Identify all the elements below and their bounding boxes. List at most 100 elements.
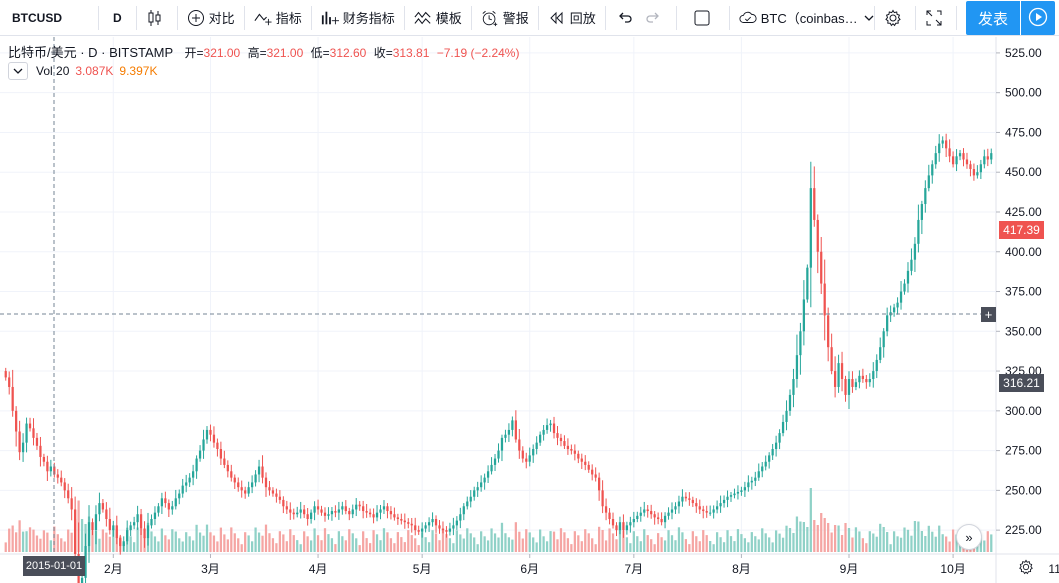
- volume-bar: [282, 534, 285, 552]
- volume-bar: [244, 532, 247, 552]
- legend-change: −7.19 (−2.24%): [436, 46, 520, 60]
- volume-bar: [695, 536, 698, 552]
- volume-bar: [316, 535, 320, 552]
- legend-close-label: 收=: [373, 46, 393, 60]
- symbol-search-button[interactable]: BTCUSD: [0, 0, 96, 36]
- candle-body: [764, 461, 767, 467]
- volume-bar: [296, 540, 299, 552]
- volume-bar: [722, 542, 726, 552]
- candle-body: [684, 496, 688, 499]
- candle-body: [934, 153, 937, 165]
- volume-bar: [403, 542, 406, 552]
- volume-bar: [545, 541, 549, 552]
- candle-body: [122, 541, 125, 547]
- fullscreen-button[interactable]: [918, 0, 954, 36]
- redo-button[interactable]: [642, 0, 674, 36]
- volume-bar: [223, 534, 226, 552]
- interval-button[interactable]: D: [101, 0, 134, 36]
- volume-bar: [309, 540, 313, 552]
- candle-body: [240, 487, 243, 491]
- scroll-to-realtime-button[interactable]: »: [956, 524, 982, 550]
- time-tick-label: 11月: [1048, 562, 1059, 576]
- compare-button[interactable]: 对比: [180, 0, 242, 36]
- exchange-select[interactable]: BTC（coinbas…: [732, 0, 874, 36]
- legend-collapse-button[interactable]: [8, 62, 28, 80]
- candle-body: [806, 267, 809, 300]
- volume-bar: [740, 534, 743, 552]
- volume-bar: [927, 525, 930, 552]
- publish-button[interactable]: 发表: [966, 1, 1020, 35]
- alert-button[interactable]: 警报: [474, 0, 536, 36]
- chart-settings-button[interactable]: [1016, 558, 1036, 578]
- chart-style-button[interactable]: [139, 0, 175, 36]
- candle-body: [598, 477, 601, 491]
- volume-bar: [598, 526, 601, 552]
- candle-body: [164, 498, 167, 504]
- volume-bar: [677, 527, 681, 552]
- indicators-button[interactable]: 指标: [247, 0, 309, 36]
- candle-body: [958, 153, 962, 157]
- candle-body: [559, 437, 563, 442]
- volume-bar: [344, 540, 347, 552]
- volume-bar: [691, 531, 694, 552]
- candle-body: [632, 519, 635, 523]
- candle-body: [899, 291, 903, 303]
- candle-body: [698, 506, 701, 510]
- price-tick-label: 525.00: [1005, 46, 1042, 60]
- volume-bar: [421, 532, 424, 552]
- indicators-label: 指标: [275, 11, 302, 26]
- add-price-line-button[interactable]: +: [981, 307, 996, 322]
- candle-body: [452, 525, 455, 529]
- candle-body: [480, 482, 483, 488]
- candle-body: [823, 283, 826, 316]
- candle-body: [223, 458, 226, 465]
- candle-body: [525, 458, 528, 462]
- volume-bar: [431, 530, 434, 552]
- volume-bar: [924, 536, 927, 552]
- volume-bar: [233, 533, 236, 552]
- volume-legend: Vol 20 3.087K 9.397K: [8, 62, 157, 80]
- volume-bar: [774, 530, 778, 552]
- play-button[interactable]: [1021, 1, 1055, 35]
- candle-body: [157, 506, 160, 513]
- candle-body: [49, 466, 52, 472]
- replay-button[interactable]: 回放: [541, 0, 603, 36]
- volume-bar: [827, 523, 830, 552]
- candle-body: [754, 477, 757, 481]
- candle-body: [792, 379, 795, 395]
- candle-body: [320, 509, 323, 513]
- volume-bar: [535, 542, 538, 552]
- candle-body: [778, 433, 781, 443]
- templates-label: 模板: [435, 11, 462, 26]
- alarm-clock-icon: [481, 9, 499, 27]
- layout-button[interactable]: [679, 0, 727, 36]
- volume-bar: [733, 541, 736, 552]
- templates-button[interactable]: 模板: [407, 0, 469, 36]
- candle-body: [920, 204, 923, 220]
- candle-body: [886, 315, 889, 332]
- legend-title: 比特币/美元 · D · BITSTAMP: [8, 45, 174, 60]
- time-tick-label: 6月: [520, 562, 539, 576]
- toolbar-divider: [604, 5, 606, 30]
- price-tick-label: 275.00: [1005, 444, 1042, 458]
- candle-body: [327, 514, 330, 516]
- candle-body: [542, 429, 545, 435]
- candle-body: [133, 522, 136, 526]
- candle-body: [844, 379, 847, 395]
- candle-body: [983, 156, 986, 165]
- candle-body: [129, 525, 132, 531]
- volume-bar: [549, 531, 552, 552]
- volume-bar: [459, 534, 462, 552]
- volume-bar: [910, 535, 913, 552]
- financials-button[interactable]: 财务指标: [314, 0, 402, 36]
- volume-bar: [813, 520, 816, 552]
- volume-bar: [136, 527, 139, 552]
- undo-button[interactable]: [608, 0, 642, 36]
- legend-low-label: 低=: [310, 46, 330, 60]
- candle-body: [160, 498, 164, 507]
- settings-button[interactable]: [877, 0, 913, 36]
- candle-body: [604, 506, 608, 513]
- candle-body: [924, 188, 927, 205]
- volume-bar: [556, 539, 559, 552]
